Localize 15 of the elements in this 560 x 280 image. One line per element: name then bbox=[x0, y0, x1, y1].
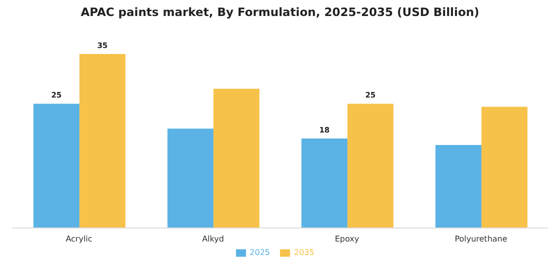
bar bbox=[481, 106, 528, 228]
legend-label: 2025 bbox=[250, 248, 270, 258]
x-tick-label: Acrylic bbox=[66, 234, 92, 244]
x-tick-label: Epoxy bbox=[334, 234, 360, 244]
x-tick-label: Polyurethane bbox=[454, 234, 508, 244]
bar bbox=[167, 128, 214, 228]
bar bbox=[33, 104, 80, 228]
bar bbox=[347, 104, 394, 228]
chart-title: APAC paints market, By Formulation, 2025-2035 (USD Billion) bbox=[80, 5, 480, 19]
bar bbox=[435, 144, 482, 228]
bar bbox=[79, 54, 126, 228]
bar bbox=[213, 88, 260, 228]
legend-label: 2035 bbox=[294, 248, 314, 258]
x-tick-label: Alkyd bbox=[202, 234, 224, 244]
bar bbox=[301, 138, 348, 228]
